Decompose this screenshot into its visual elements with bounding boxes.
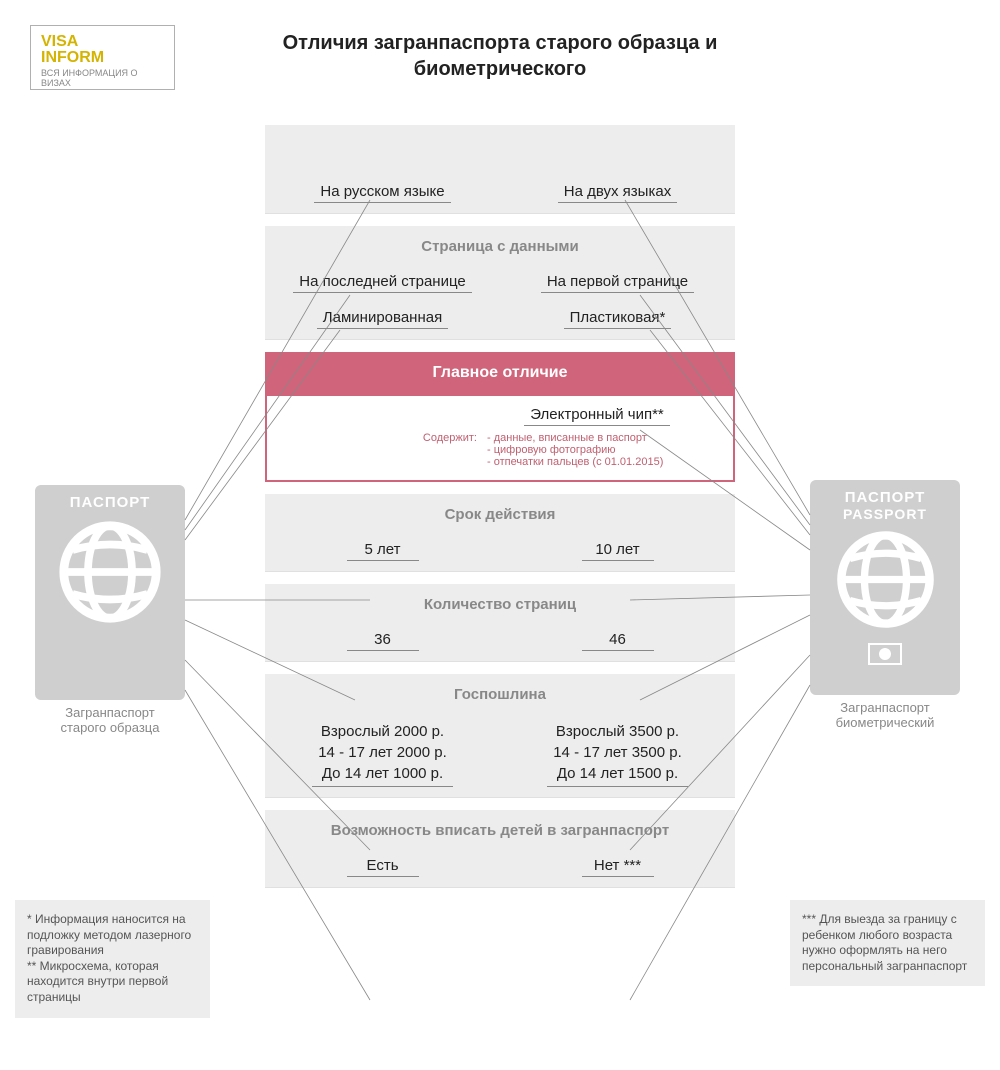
section-highlight: Главное отличие Электронный чип** Содерж…: [265, 352, 735, 482]
value: Взрослый 3500 р. 14 - 17 лет 3500 р. До …: [547, 719, 688, 787]
section-header: Количество страниц: [265, 584, 735, 625]
logo-line2: INFORM: [41, 50, 164, 66]
value: 36: [347, 629, 419, 651]
section-header: Возможность вписать детей в загранпаспор…: [265, 810, 735, 851]
chip-cell: Электронный чип**: [507, 404, 687, 426]
passport-title: ПАСПОРТ: [810, 490, 960, 507]
section-row: Ламинированная Пластиковая*: [265, 303, 735, 339]
logo-line1: VISA: [41, 34, 164, 50]
value: 5 лет: [347, 539, 419, 561]
contains-item: - цифровую фотографию: [487, 444, 713, 456]
footnote-right: *** Для выезда за границу с ребенком люб…: [790, 900, 985, 986]
section-pages: Количество страниц 36 46: [265, 584, 735, 662]
value: Электронный чип**: [524, 404, 670, 426]
section-children: Возможность вписать детей в загранпаспор…: [265, 810, 735, 888]
footnote-left: * Информация наносится на подложку метод…: [15, 900, 210, 1018]
globe-icon: [833, 527, 938, 632]
chip-icon: [868, 643, 902, 665]
passport-old-label: Загранпаспорт старого образца: [35, 705, 185, 735]
section-row: На русском языке На двух языках: [265, 177, 735, 213]
value: На первой странице: [541, 271, 694, 293]
value: Есть: [347, 855, 419, 877]
section-spacer: [265, 125, 735, 177]
value: Пластиковая*: [564, 307, 672, 329]
section-header: Страница с данными: [265, 226, 735, 267]
contains-row: Содержит: - данные, вписанные в паспорт …: [367, 432, 713, 468]
value: 10 лет: [582, 539, 654, 561]
section-validity: Срок действия 5 лет 10 лет: [265, 494, 735, 572]
section-row: На последней странице На первой странице: [265, 267, 735, 303]
section-header: Срок действия: [265, 494, 735, 535]
left-cell: На русском языке: [265, 181, 500, 203]
value: На русском языке: [314, 181, 450, 203]
section-data-page: Страница с данными На последней странице…: [265, 226, 735, 340]
section-row: 5 лет 10 лет: [265, 535, 735, 571]
contains-list: - данные, вписанные в паспорт - цифровую…: [487, 432, 713, 468]
section-language: На русском языке На двух языках: [265, 125, 735, 214]
highlight-header: Главное отличие: [265, 352, 735, 394]
section-row: Есть Нет ***: [265, 851, 735, 887]
value: 46: [582, 629, 654, 651]
logo-box: VISA INFORM ВСЯ ИНФОРМАЦИЯ О ВИЗАХ: [30, 25, 175, 90]
contains-item: - данные, вписанные в паспорт: [487, 432, 713, 444]
highlight-body: Электронный чип** Содержит: - данные, вп…: [265, 394, 735, 482]
infographic-canvas: VISA INFORM ВСЯ ИНФОРМАЦИЯ О ВИЗАХ Отлич…: [0, 0, 1000, 1070]
passport-biometric-label: Загранпаспорт биометрический: [810, 700, 960, 730]
passport-old-icon: ПАСПОРТ: [35, 485, 185, 700]
logo-sub: ВСЯ ИНФОРМАЦИЯ О ВИЗАХ: [41, 68, 164, 88]
section-row: Взрослый 2000 р. 14 - 17 лет 2000 р. До …: [265, 715, 735, 797]
section-header: Госпошлина: [265, 674, 735, 715]
section-fee: Госпошлина Взрослый 2000 р. 14 - 17 лет …: [265, 674, 735, 798]
contains-label: Содержит:: [367, 432, 487, 468]
globe-icon: [55, 517, 165, 627]
value: Ламинированная: [317, 307, 448, 329]
passport-title2: PASSPORT: [810, 507, 960, 522]
contains-item: - отпечатки пальцев (с 01.01.2015): [487, 456, 713, 468]
value: Нет ***: [582, 855, 654, 877]
right-cell: На двух языках: [500, 181, 735, 203]
comparison-column: На русском языке На двух языках Страница…: [265, 125, 735, 900]
passport-title: ПАСПОРТ: [35, 495, 185, 512]
section-row: 36 46: [265, 625, 735, 661]
value: Взрослый 2000 р. 14 - 17 лет 2000 р. До …: [312, 719, 453, 787]
passport-biometric-icon: ПАСПОРТ PASSPORT: [810, 480, 960, 695]
value: На двух языках: [558, 181, 677, 203]
value: На последней странице: [293, 271, 471, 293]
page-title: Отличия загранпаспорта старого образца и…: [250, 30, 750, 82]
